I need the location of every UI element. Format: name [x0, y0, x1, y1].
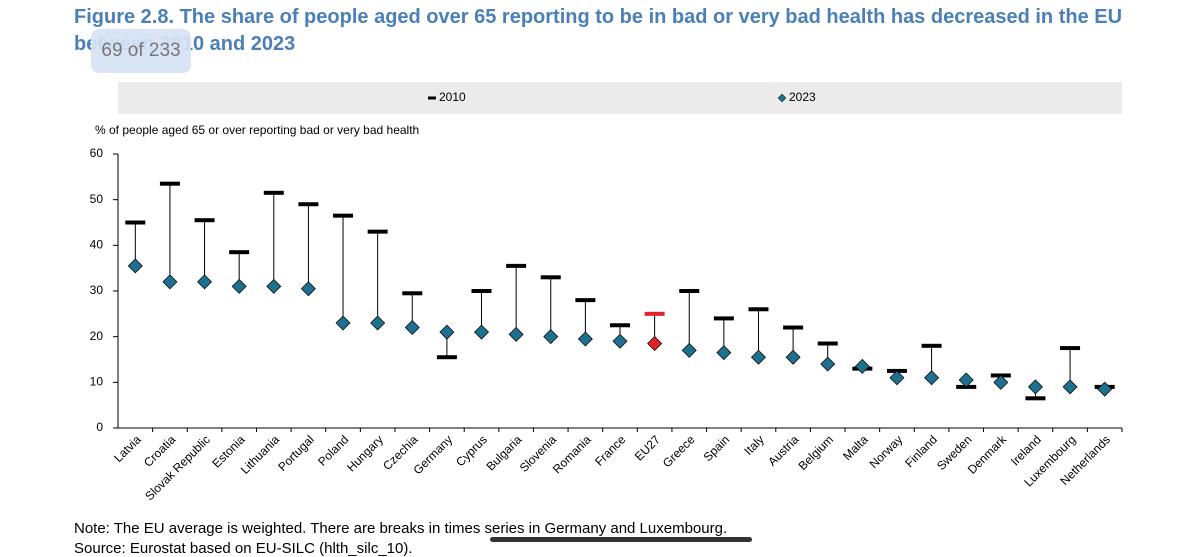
diamond-2023 — [681, 342, 697, 358]
x-tick-label: Norway — [867, 432, 906, 471]
diamond-2023 — [854, 358, 870, 374]
diamond-2023 — [993, 374, 1009, 390]
x-tick-label: Belgium — [796, 432, 837, 473]
dash-2010 — [333, 213, 354, 218]
x-tick-label: Italy — [741, 432, 766, 457]
dash-2010 — [367, 229, 388, 234]
diamond-2023 — [266, 278, 282, 294]
dash-2010 — [783, 325, 804, 330]
x-tick-label: Spain — [701, 432, 733, 464]
x-tick-label: Latvia — [111, 432, 144, 465]
diamond-2023 — [335, 315, 351, 331]
diamond-2023 — [958, 372, 974, 388]
title: Figure 2.8. The share of people aged ove… — [74, 6, 1123, 55]
x-tick-label: Denmark — [965, 432, 1010, 477]
legend-label: 2010 — [439, 90, 466, 104]
diamond-2023 — [820, 356, 836, 372]
dash-2010 — [713, 316, 734, 321]
y-axis-label: % of people aged 65 or over reporting ba… — [95, 123, 419, 137]
x-tick-label: Lithuania — [238, 432, 283, 477]
legend-band — [118, 82, 1122, 114]
diamond-2023 — [370, 315, 386, 331]
diamond-2023 — [508, 326, 524, 342]
dash-2010 — [817, 341, 838, 346]
diamond-2023 — [889, 370, 905, 386]
dash-2010 — [229, 250, 250, 255]
dash-2010 — [194, 218, 215, 223]
note: Note: The EU average is weighted. There … — [74, 520, 728, 537]
diamond-2023 — [1062, 379, 1078, 395]
dash-2010 — [679, 289, 700, 293]
dash-2010 — [610, 323, 630, 328]
dash-2010 — [748, 307, 769, 312]
x-tick-label: Malta — [840, 432, 871, 463]
diamond-2023 — [785, 349, 801, 365]
dash-2010 — [506, 263, 527, 268]
y-tick-label: 50 — [90, 192, 104, 206]
y-tick-label: 20 — [90, 329, 104, 343]
y-tick-label: 60 — [90, 146, 104, 160]
diamond-2023 — [300, 281, 316, 297]
dash-2010 — [644, 311, 665, 316]
diamond-2023 — [1097, 381, 1113, 397]
dash-2010 — [471, 289, 492, 293]
diamond-2023 — [612, 333, 628, 349]
diamond-2023 — [750, 349, 766, 365]
scrollbar[interactable] — [490, 537, 752, 542]
dash-2010 — [540, 275, 561, 280]
diamond-2023 — [127, 258, 143, 274]
dash-2010 — [402, 291, 423, 296]
y-tick-label: 10 — [90, 375, 104, 389]
dash-2010 — [298, 202, 319, 207]
source: Source: Eurostat based on EU-SILC (hlth_… — [74, 540, 413, 557]
dash-2010 — [159, 181, 180, 186]
dash-2010 — [263, 190, 284, 195]
dash-2010 — [921, 343, 942, 348]
y-tick-label: 30 — [90, 283, 104, 297]
diamond-2023 — [543, 329, 559, 345]
page-indicator[interactable]: 69 of 233 — [91, 29, 191, 73]
diamond-2023 — [924, 370, 940, 386]
dash-2010 — [575, 298, 596, 303]
y-tick-label: 0 — [96, 420, 103, 434]
diamond-2023 — [647, 336, 663, 352]
x-tick-label: France — [592, 432, 629, 469]
diamond-2023 — [439, 324, 455, 340]
x-tick-label: Hungary — [344, 432, 386, 474]
x-tick-label: Portugal — [275, 432, 317, 474]
diamond-2023 — [197, 274, 213, 290]
dash-2010 — [1025, 396, 1046, 401]
x-tick-label: EU27 — [632, 432, 663, 463]
x-tick-label: Romania — [550, 432, 594, 476]
legend-marker — [428, 96, 436, 100]
diamond-2023 — [1027, 379, 1043, 395]
x-tick-label: Greece — [660, 432, 698, 470]
legend-marker — [777, 93, 787, 103]
legend-label: 2023 — [789, 90, 816, 104]
y-tick-label: 40 — [90, 238, 104, 252]
diamond-2023 — [577, 331, 593, 347]
diamond-2023 — [716, 345, 732, 361]
dash-2010 — [1060, 346, 1081, 351]
diamond-2023 — [162, 274, 178, 290]
diamond-2023 — [404, 320, 420, 336]
diamond-2023 — [474, 324, 490, 340]
dash-2010 — [125, 220, 146, 225]
diamond-2023 — [231, 278, 247, 294]
dash-2010 — [436, 355, 457, 360]
